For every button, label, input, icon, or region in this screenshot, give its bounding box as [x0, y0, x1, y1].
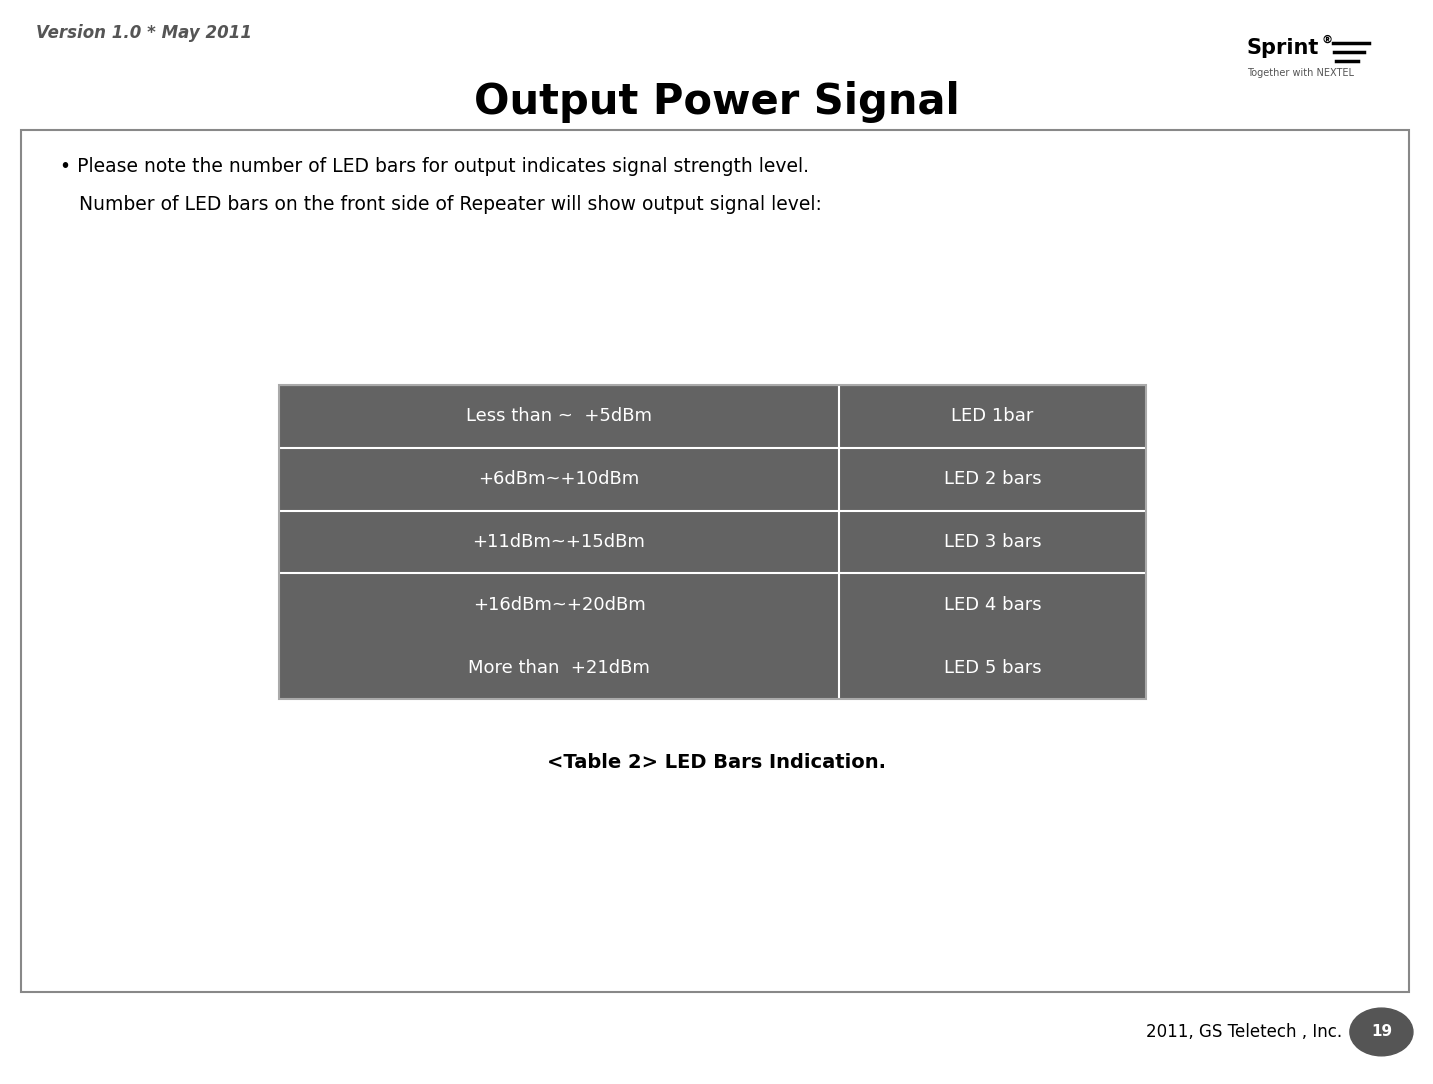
Bar: [838, 573, 1146, 636]
Bar: [279, 385, 838, 448]
Bar: [279, 511, 838, 573]
Text: +6dBm~+10dBm: +6dBm~+10dBm: [479, 470, 639, 488]
Bar: [838, 511, 1146, 573]
Bar: [279, 385, 1146, 699]
Bar: [279, 573, 838, 636]
Text: Version 1.0 * May 2011: Version 1.0 * May 2011: [36, 24, 252, 42]
Text: +11dBm~+15dBm: +11dBm~+15dBm: [473, 533, 645, 551]
Text: Together with NEXTEL: Together with NEXTEL: [1247, 68, 1354, 78]
Text: ®: ®: [1321, 35, 1333, 44]
Text: LED 5 bars: LED 5 bars: [944, 659, 1042, 676]
Bar: [838, 448, 1146, 511]
Text: LED 4 bars: LED 4 bars: [944, 596, 1042, 614]
Text: Less than ~  +5dBm: Less than ~ +5dBm: [466, 408, 652, 425]
Text: 2011, GS Teletech , Inc.: 2011, GS Teletech , Inc.: [1146, 1023, 1343, 1041]
Bar: [279, 448, 838, 511]
Text: +16dBm~+20dBm: +16dBm~+20dBm: [473, 596, 645, 614]
Bar: [21, 130, 1409, 992]
Text: More than  +21dBm: More than +21dBm: [469, 659, 651, 676]
Text: Sprint: Sprint: [1247, 38, 1320, 57]
Text: Number of LED bars on the front side of Repeater will show output signal level:: Number of LED bars on the front side of …: [67, 195, 823, 215]
Bar: [838, 636, 1146, 699]
Text: 19: 19: [1371, 1024, 1391, 1040]
Text: Output Power Signal: Output Power Signal: [474, 81, 959, 124]
Bar: [838, 385, 1146, 448]
Bar: [279, 636, 838, 699]
Text: LED 1bar: LED 1bar: [952, 408, 1033, 425]
Circle shape: [1350, 1008, 1413, 1056]
Text: <Table 2> LED Bars Indication.: <Table 2> LED Bars Indication.: [547, 753, 886, 773]
Text: LED 2 bars: LED 2 bars: [944, 470, 1042, 488]
Text: • Please note the number of LED bars for output indicates signal strength level.: • Please note the number of LED bars for…: [60, 157, 810, 177]
Text: LED 3 bars: LED 3 bars: [944, 533, 1042, 551]
